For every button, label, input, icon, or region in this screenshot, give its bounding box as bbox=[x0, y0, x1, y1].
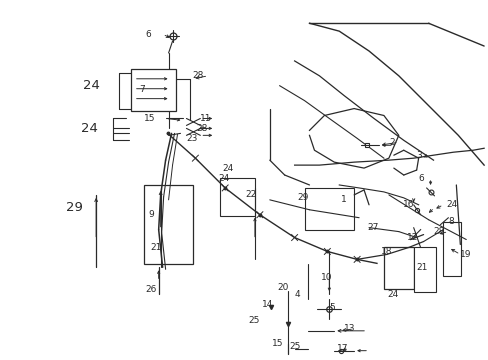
Text: 5: 5 bbox=[328, 302, 334, 311]
Text: 24: 24 bbox=[218, 174, 229, 183]
Text: 24: 24 bbox=[222, 163, 233, 172]
Text: 17: 17 bbox=[337, 344, 348, 353]
Text: 22: 22 bbox=[244, 190, 256, 199]
Text: 25: 25 bbox=[289, 342, 301, 351]
Text: 29: 29 bbox=[66, 201, 83, 214]
Text: 11: 11 bbox=[200, 114, 211, 123]
Bar bbox=[413, 247, 435, 292]
Bar bbox=[383, 247, 413, 289]
Text: 21: 21 bbox=[416, 263, 427, 272]
Text: 21: 21 bbox=[150, 243, 161, 252]
Text: 16: 16 bbox=[402, 200, 413, 209]
Text: 24: 24 bbox=[81, 122, 98, 135]
Text: 19: 19 bbox=[459, 250, 471, 259]
Bar bbox=[220, 178, 254, 216]
Text: 13: 13 bbox=[344, 324, 355, 333]
Text: 15: 15 bbox=[271, 339, 283, 348]
Text: 3: 3 bbox=[416, 151, 422, 160]
Text: 24: 24 bbox=[446, 200, 457, 209]
Text: 18: 18 bbox=[380, 247, 392, 256]
Text: 2: 2 bbox=[388, 138, 394, 147]
Text: 29: 29 bbox=[297, 193, 308, 202]
Bar bbox=[443, 222, 460, 276]
Bar bbox=[143, 185, 193, 264]
Text: 6: 6 bbox=[145, 30, 151, 39]
Text: 20: 20 bbox=[277, 283, 288, 292]
Text: 12: 12 bbox=[406, 233, 417, 242]
Text: 26: 26 bbox=[145, 285, 157, 294]
Text: 25: 25 bbox=[247, 316, 259, 325]
Text: 4: 4 bbox=[294, 289, 300, 298]
Text: 9: 9 bbox=[148, 210, 154, 219]
Text: 23: 23 bbox=[186, 134, 198, 143]
Bar bbox=[131, 69, 175, 111]
Text: 24: 24 bbox=[386, 289, 397, 298]
Bar bbox=[304, 188, 353, 230]
Text: 8: 8 bbox=[447, 217, 453, 226]
Text: 7: 7 bbox=[139, 85, 144, 94]
Text: 6: 6 bbox=[418, 174, 424, 183]
Text: 14: 14 bbox=[262, 300, 273, 309]
Text: 24: 24 bbox=[83, 79, 100, 92]
Text: 28: 28 bbox=[196, 124, 207, 133]
Text: 28: 28 bbox=[433, 227, 444, 236]
Text: 15: 15 bbox=[143, 114, 155, 123]
Text: 10: 10 bbox=[321, 273, 332, 282]
Text: 28: 28 bbox=[192, 71, 203, 80]
Text: 27: 27 bbox=[366, 223, 378, 232]
Text: 1: 1 bbox=[341, 195, 346, 204]
